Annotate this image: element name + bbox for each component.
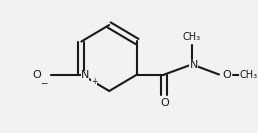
Text: +: + (91, 77, 97, 86)
Text: N: N (81, 70, 90, 80)
Text: O: O (222, 70, 231, 80)
Text: CH₃: CH₃ (239, 70, 257, 80)
Text: CH₃: CH₃ (183, 32, 201, 41)
Text: −: − (39, 78, 47, 87)
Text: N: N (189, 61, 198, 70)
Text: O: O (32, 70, 41, 80)
Text: O: O (160, 97, 169, 107)
